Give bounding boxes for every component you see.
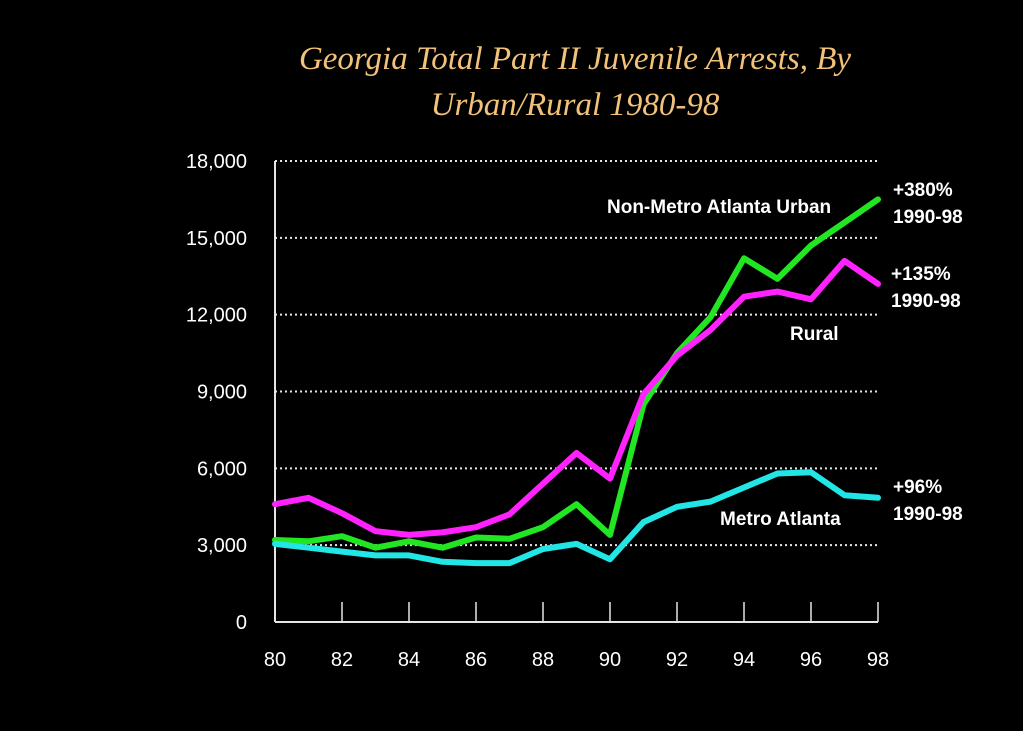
annotation-urban-pct: +380% bbox=[893, 180, 953, 201]
chart-title: Georgia Total Part II Juvenile Arrests, … bbox=[200, 36, 950, 128]
annotation-rural-pct: +135% bbox=[891, 264, 951, 285]
y-tick-label: 0 bbox=[236, 612, 247, 634]
x-tick-label: 98 bbox=[867, 649, 889, 671]
annotation-rural-period: 1990-98 bbox=[891, 291, 961, 312]
series-line-rural bbox=[272, 257, 881, 538]
series-line-non-metro-atlanta-urban bbox=[272, 196, 881, 551]
x-tick-label: 90 bbox=[599, 649, 621, 671]
x-tick-label: 80 bbox=[264, 649, 286, 671]
x-tick-label: 92 bbox=[666, 649, 688, 671]
series-label-metro-atlanta: Metro Atlanta bbox=[720, 509, 841, 530]
y-tick-label: 15,000 bbox=[186, 228, 247, 250]
annotation-metro-pct: +96% bbox=[893, 477, 942, 498]
x-tick-label: 82 bbox=[331, 649, 353, 671]
y-tick-label: 6,000 bbox=[197, 458, 247, 480]
annotations: Non-Metro Atlanta Urban Rural Metro Atla… bbox=[607, 180, 963, 530]
annotation-urban-period: 1990-98 bbox=[893, 207, 963, 228]
y-tick-label: 12,000 bbox=[186, 305, 247, 327]
series-line-metro-atlanta bbox=[272, 469, 881, 567]
grid-lines bbox=[275, 160, 878, 547]
x-tick-label: 86 bbox=[465, 649, 487, 671]
x-tick-label: 88 bbox=[532, 649, 554, 671]
annotation-metro-period: 1990-98 bbox=[893, 504, 963, 525]
x-tick-label: 94 bbox=[733, 649, 755, 671]
x-tick-label: 96 bbox=[800, 649, 822, 671]
y-tick-label: 9,000 bbox=[197, 382, 247, 404]
series-label-rural: Rural bbox=[790, 324, 839, 345]
chart-title-line2: Urban/Rural 1980-98 bbox=[430, 87, 720, 123]
y-tick-label: 18,000 bbox=[186, 151, 247, 173]
series-label-non-metro-atlanta-urban: Non-Metro Atlanta Urban bbox=[607, 197, 831, 218]
y-tick-label: 3,000 bbox=[197, 535, 247, 557]
chart-title-line1: Georgia Total Part II Juvenile Arrests, … bbox=[298, 41, 852, 77]
x-tick-label: 84 bbox=[398, 649, 420, 671]
x-tick-labels: 80 82 84 86 88 90 92 94 96 98 bbox=[264, 649, 889, 671]
y-tick-labels: 0 3,000 6,000 9,000 12,000 15,000 18,000 bbox=[186, 151, 247, 634]
series-lines bbox=[272, 196, 881, 567]
